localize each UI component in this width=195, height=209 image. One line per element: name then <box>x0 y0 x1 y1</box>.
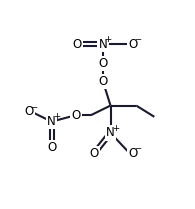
Text: O: O <box>98 75 108 88</box>
Text: −: − <box>30 103 37 112</box>
Text: O: O <box>47 141 56 154</box>
Text: −: − <box>135 35 142 44</box>
Text: +: + <box>112 124 119 133</box>
Text: +: + <box>53 112 60 121</box>
Text: O: O <box>71 109 80 122</box>
Text: −: − <box>135 144 142 153</box>
Text: O: O <box>89 147 98 160</box>
Text: O: O <box>129 38 138 51</box>
Text: O: O <box>129 147 138 160</box>
Text: O: O <box>73 38 82 51</box>
Text: O: O <box>24 106 34 119</box>
Text: N: N <box>99 38 107 51</box>
Text: N: N <box>106 126 115 139</box>
Text: N: N <box>47 115 56 128</box>
Text: +: + <box>104 35 111 44</box>
Text: O: O <box>98 57 108 70</box>
